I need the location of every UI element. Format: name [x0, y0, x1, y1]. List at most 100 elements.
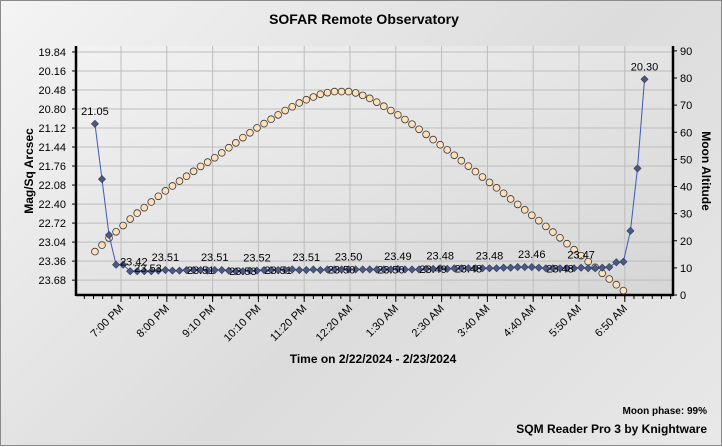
sqm-point	[436, 264, 445, 273]
sqm-point	[210, 266, 219, 275]
moon-altitude-point	[98, 241, 106, 249]
sqm-point	[429, 264, 438, 273]
y-tick-label: 23.36	[38, 256, 66, 268]
sqm-point	[274, 266, 283, 275]
y2-tick-label: 0	[680, 290, 686, 302]
sqm-point	[344, 265, 353, 274]
x-tick-label: 2:30 AM	[410, 303, 447, 340]
moon-altitude-point	[570, 245, 578, 254]
moon-altitude-point	[302, 95, 311, 104]
sqm-series	[90, 75, 649, 276]
x-tick-label: 9:10 PM	[180, 303, 217, 340]
moon-altitude-point	[288, 102, 297, 111]
sqm-point	[267, 266, 276, 275]
credit: SQM Reader Pro 3 by Knightware	[516, 422, 707, 436]
moon-altitude-point	[112, 228, 120, 236]
moon-altitude-point	[549, 228, 557, 236]
moon-altitude-point	[274, 111, 282, 119]
sqm-point	[591, 264, 600, 273]
data-label: 23.49	[384, 251, 412, 263]
sqm-point	[577, 263, 586, 272]
sqm-point	[217, 266, 226, 275]
sqm-point	[295, 266, 304, 275]
y-tick-label: 20.16	[38, 66, 66, 78]
sqm-point	[443, 264, 452, 273]
moon-altitude-point	[147, 198, 156, 206]
moon-altitude-point	[203, 158, 212, 166]
sqm-point	[471, 264, 480, 273]
moon-altitude-point	[351, 89, 360, 97]
sqm-point	[372, 265, 381, 274]
moon-altitude-point	[316, 90, 325, 99]
x-tick-label: 12:20 AM	[314, 303, 355, 344]
moon-altitude-point	[443, 146, 452, 154]
moon-altitude-point	[225, 143, 233, 152]
x-tick-label: 11:20 PM	[268, 303, 309, 344]
sqm-point	[133, 267, 142, 276]
chart-title: SOFAR Remote Observatory	[269, 11, 459, 27]
sqm-point	[499, 263, 508, 272]
moon-altitude-point	[330, 87, 339, 96]
moon-altitude-point	[492, 184, 501, 192]
y2-tick-label: 70	[680, 100, 692, 112]
sqm-point	[541, 264, 550, 273]
sqm-point	[203, 266, 212, 275]
x-axis-title: Time on 2/22/2024 - 2/23/2024	[290, 352, 457, 366]
data-label: 23.52	[243, 253, 271, 265]
moon-altitude-point	[556, 233, 564, 242]
sqm-point	[358, 265, 367, 274]
sqm-point	[260, 266, 269, 275]
sqm-point	[126, 267, 135, 276]
sqm-point	[478, 264, 487, 273]
moon-altitude-point	[126, 215, 134, 223]
moon-altitude-point	[253, 124, 261, 132]
moon-altitude-point	[535, 216, 543, 225]
y-tick-label: 23.04	[38, 237, 66, 249]
sqm-point	[506, 263, 515, 272]
sqm-point	[422, 264, 431, 273]
y-axis-title: Mag/Sq Arcsec	[22, 128, 36, 214]
data-label: 23.48	[455, 263, 483, 275]
data-label: 23.49	[419, 264, 447, 276]
moon-altitude-point	[217, 149, 226, 157]
moon-altitude-point	[161, 187, 170, 195]
moon-altitude-point	[619, 286, 628, 295]
sqm-point	[626, 226, 635, 235]
moon-altitude-point	[358, 91, 367, 100]
sqm-point	[245, 266, 254, 275]
sqm-point	[337, 265, 346, 274]
moon-altitude-point	[232, 139, 240, 147]
data-label: 21.05	[81, 106, 109, 118]
sqm-point	[562, 264, 572, 273]
sqm-point	[231, 267, 240, 276]
moon-altitude-point	[182, 172, 191, 180]
sqm-point	[288, 265, 297, 274]
moon-phase: Moon phase: 99%	[623, 406, 708, 417]
sqm-point	[154, 266, 163, 275]
sqm-point	[316, 266, 325, 275]
sqm-point	[407, 265, 417, 274]
y-tick-label: 21.12	[38, 123, 66, 135]
y-tick-label: 20.48	[38, 85, 66, 97]
sqm-point	[527, 263, 536, 272]
moon-altitude-point	[401, 115, 409, 124]
moon-altitude-point	[436, 140, 444, 149]
moon-altitude-point	[154, 192, 163, 201]
data-labels: 21.0523.4223.5323.5123.5123.5123.5323.52…	[81, 61, 658, 278]
sqm-point	[598, 263, 607, 272]
sqm-point	[386, 265, 395, 274]
y-tick-label: 21.44	[38, 142, 66, 154]
data-label: 23.42	[120, 257, 148, 269]
sqm-point	[281, 266, 290, 275]
moon-altitude-point	[408, 120, 416, 128]
moon-altitude-point	[471, 167, 480, 176]
y2-tick-label: 40	[680, 182, 692, 194]
sqm-point	[252, 266, 262, 275]
sqm-point	[238, 267, 247, 276]
moon-altitude-point	[119, 221, 127, 230]
moon-altitude-point	[267, 115, 275, 124]
sqm-point	[534, 263, 543, 272]
sqm-point	[619, 257, 628, 266]
